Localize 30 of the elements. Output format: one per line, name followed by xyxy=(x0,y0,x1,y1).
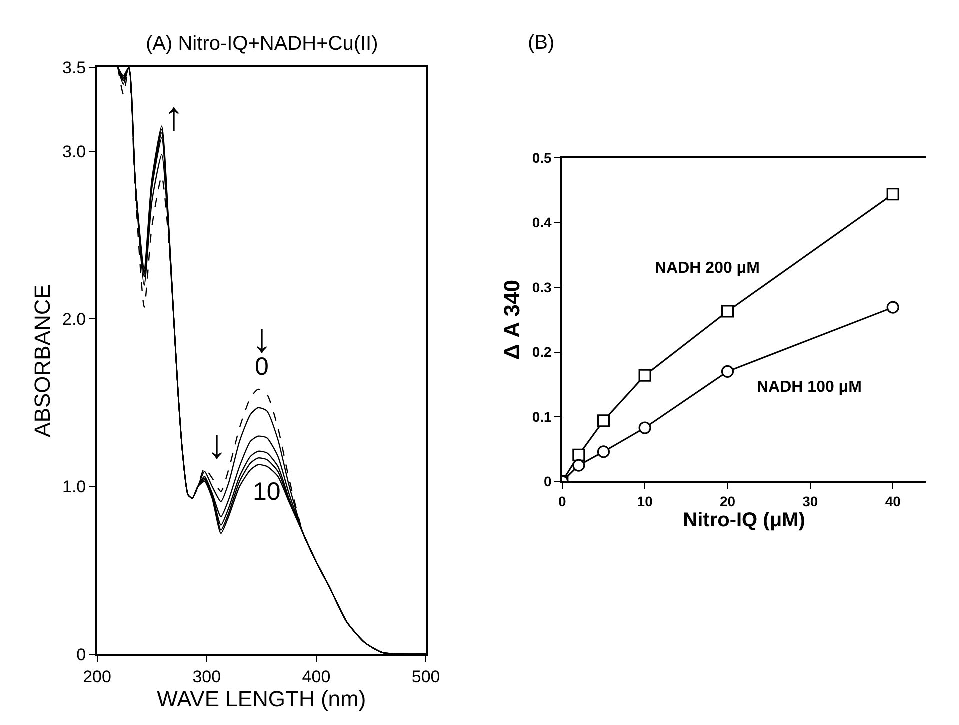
series-label: NADH 200 μM xyxy=(655,260,760,277)
chart-title: (B) xyxy=(528,32,555,54)
x-tick-label: 400 xyxy=(302,667,331,686)
x-tick-label: 20 xyxy=(720,493,736,510)
y-tick-label: 0.5 xyxy=(532,150,552,166)
x-tick-label: 300 xyxy=(192,667,222,686)
x-tick-label: 0 xyxy=(558,493,566,510)
series-label: NADH 100 μM xyxy=(757,379,862,396)
y-tick-label: 3.0 xyxy=(62,142,86,162)
x-tick-label: 200 xyxy=(83,667,112,686)
y-axis-title: Δ A 340 xyxy=(500,280,525,360)
x-axis-title: WAVE LENGTH (nm) xyxy=(157,686,366,712)
y-tick-label: 0.4 xyxy=(532,214,552,231)
y-tick-label: 0 xyxy=(76,645,86,664)
x-tick-label: 500 xyxy=(412,667,440,686)
x-tick-label: 30 xyxy=(802,493,818,510)
x-tick-label: 10 xyxy=(637,493,654,510)
x-axis-title: Nitro-IQ (μM) xyxy=(683,509,806,532)
y-tick-label: 0 xyxy=(544,474,552,490)
y-tick-label: 0.3 xyxy=(532,279,552,296)
chart-title: (A) Nitro-IQ+NADH+Cu(II) xyxy=(146,33,378,55)
y-tick-label: 2.0 xyxy=(62,310,86,329)
x-tick-label: 40 xyxy=(885,493,902,510)
y-tick-label: 0.2 xyxy=(532,344,552,360)
y-axis-title: ABSORBANCE xyxy=(30,284,55,438)
y-tick-label: 0.1 xyxy=(532,408,552,425)
annotation: ↑ xyxy=(164,95,184,139)
annotation: ↓ xyxy=(207,423,227,467)
y-tick-label: 1.0 xyxy=(62,478,86,497)
y-tick-label: 3.5 xyxy=(62,58,86,78)
